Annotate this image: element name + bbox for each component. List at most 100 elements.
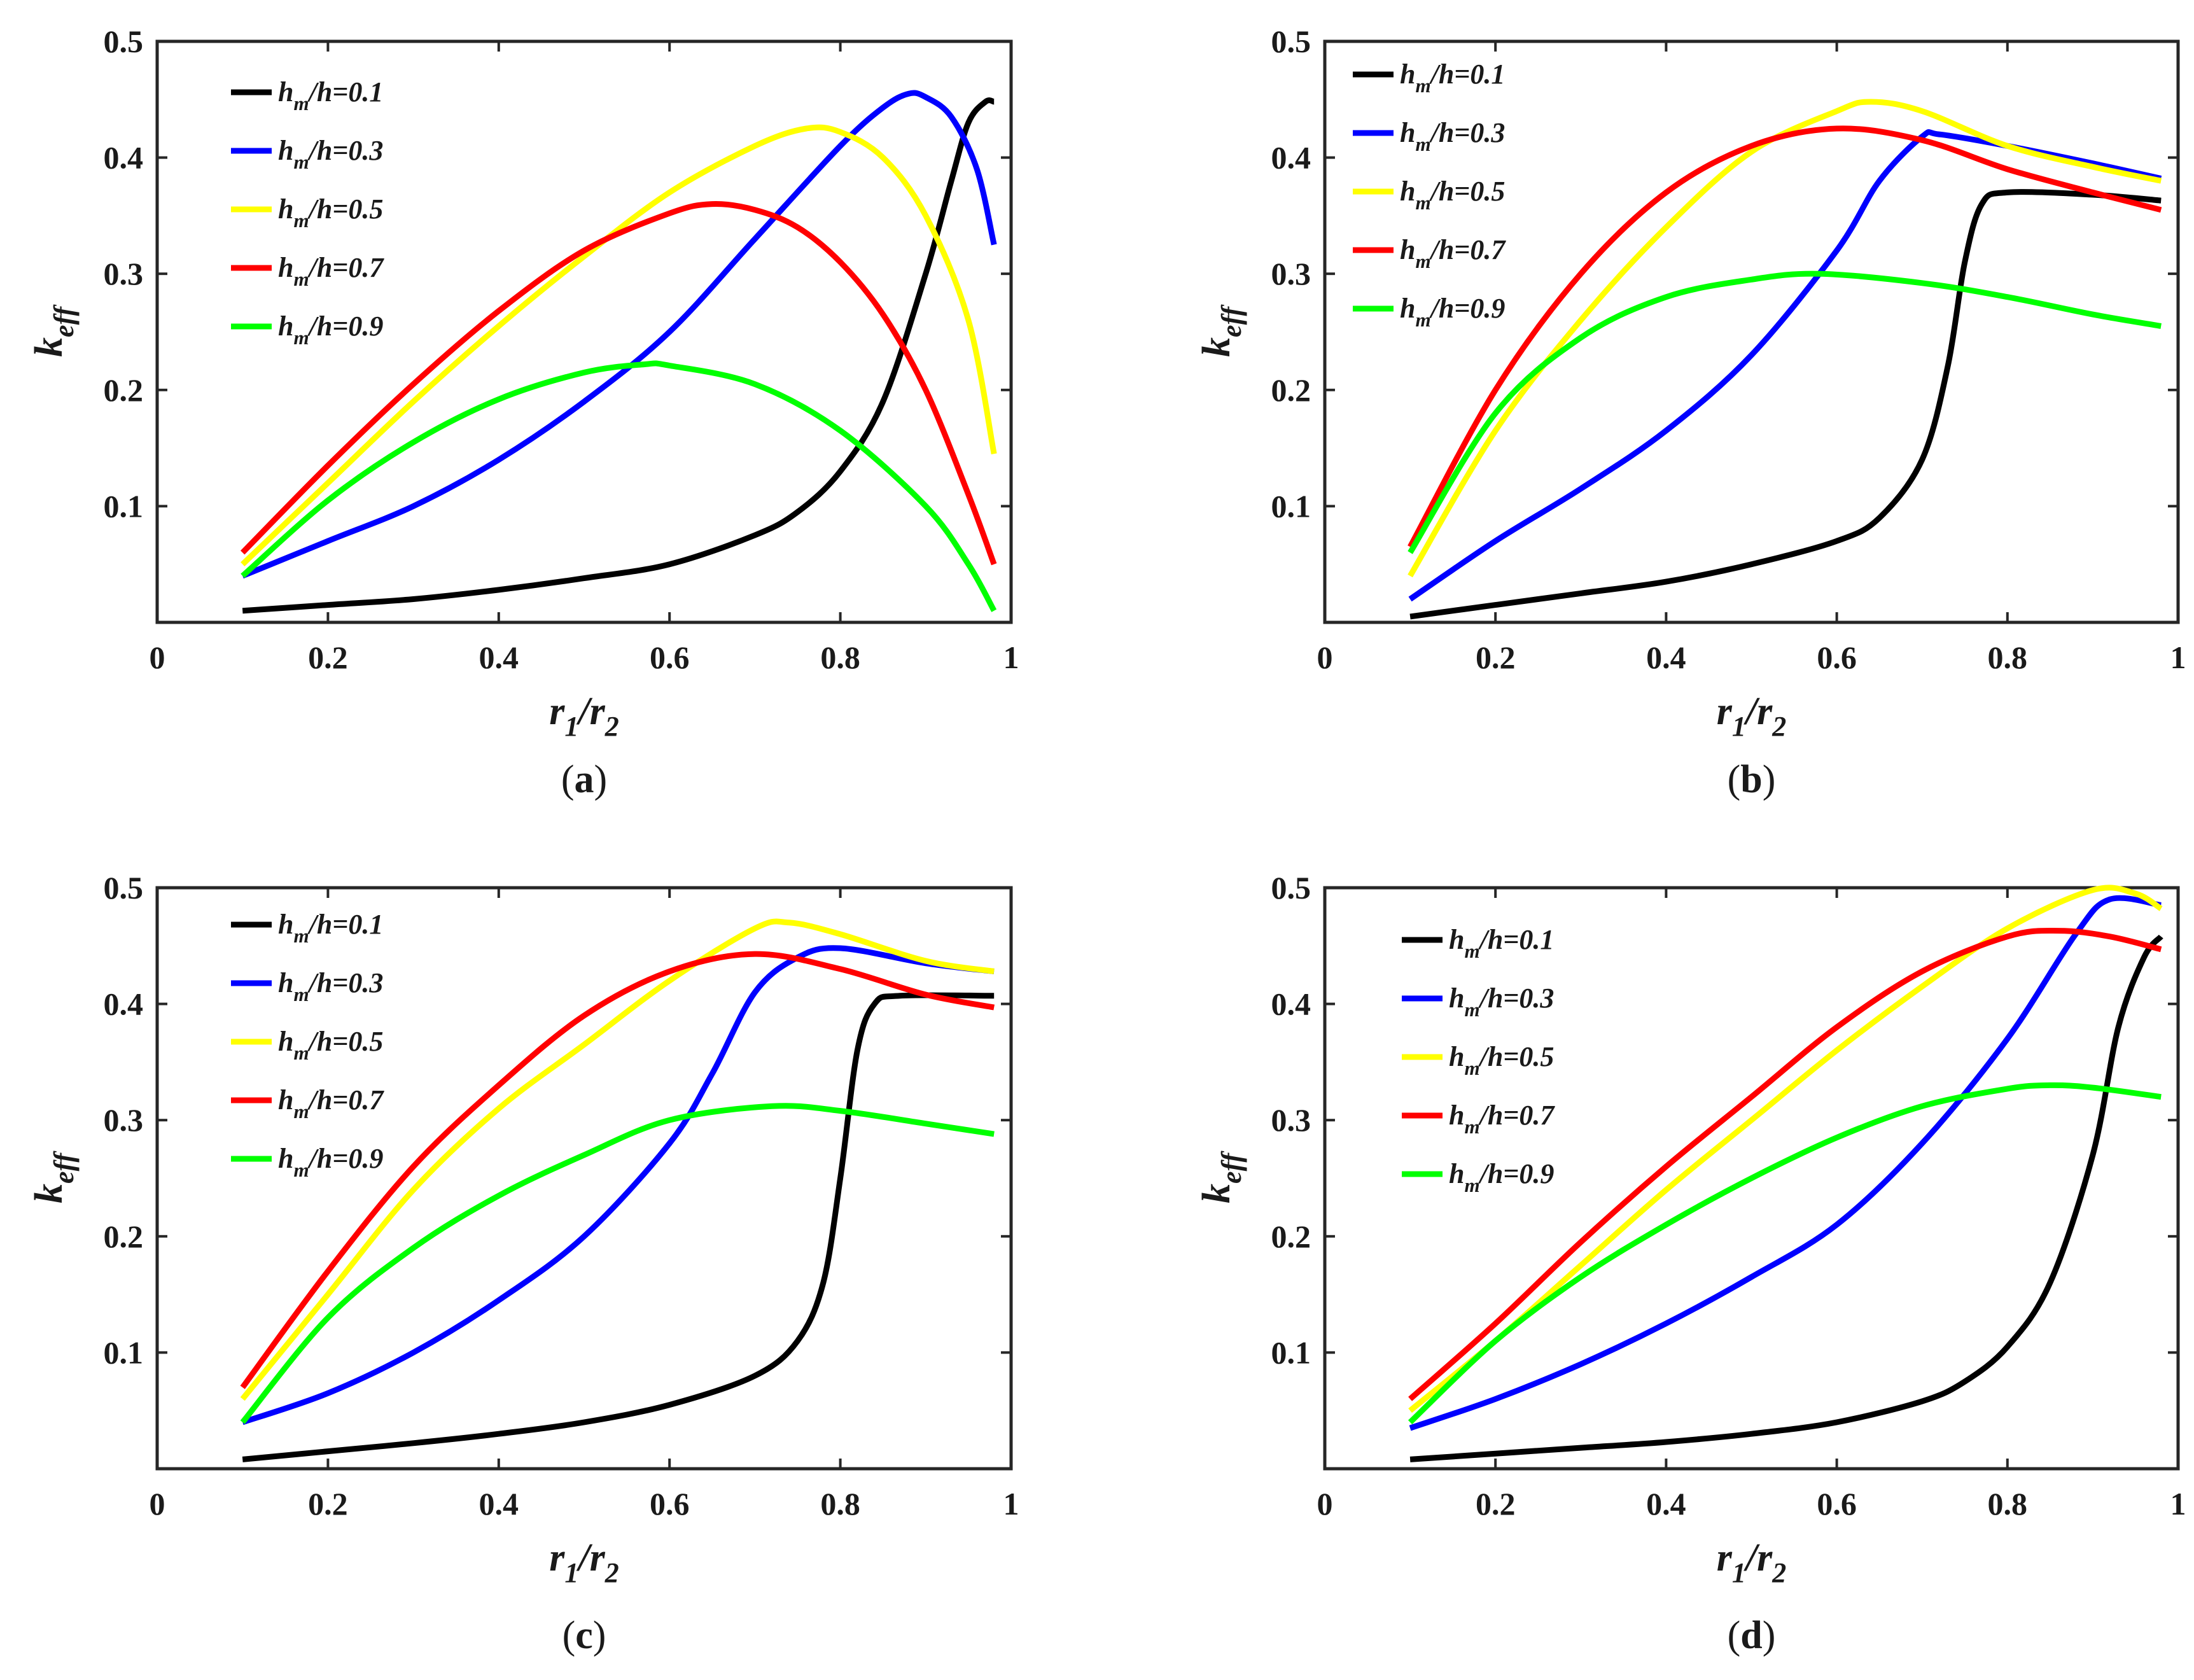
legend-label: hm/h=0.7 <box>278 252 384 290</box>
x-tick-label: 0.4 <box>479 640 519 675</box>
y-tick-label: 0.1 <box>104 1334 144 1370</box>
y-tick-label: 0.1 <box>104 488 144 524</box>
y-tick-label: 0.5 <box>1271 24 1311 59</box>
series-line-hmh0.1 <box>1409 189 2162 620</box>
x-tick-label: 0.2 <box>1476 1486 1516 1522</box>
legend-label: hm/h=0.7 <box>278 1084 384 1123</box>
panel-caption: (a) <box>561 758 607 801</box>
legend-label: hm/h=0.3 <box>278 967 383 1005</box>
panel-caption: (c) <box>562 1614 606 1657</box>
series-line-hmh0.3 <box>241 945 995 1425</box>
y-tick-label: 0.3 <box>1271 1102 1311 1138</box>
x-tick-label: 0.8 <box>820 640 860 675</box>
series-line-hmh0.1 <box>242 992 995 1462</box>
chart-panel-3: 0 0.2 0.4 0.6 0.8 1 0.1 0.2 0.3 0.4 0.5 hm/h=0.1 hm/… <box>27 870 1019 1657</box>
legend-label: hm/h=0.9 <box>1400 293 1505 331</box>
x-tick-label: 1 <box>1003 1486 1019 1522</box>
axes-frame <box>1323 39 2180 624</box>
legend-label: hm/h=0.5 <box>1449 1041 1554 1079</box>
y-tick-label: 0.2 <box>1271 372 1311 408</box>
series-line-hmh0.9 <box>1408 1082 2162 1425</box>
x-tick-label: 0.6 <box>1817 1486 1857 1522</box>
series-line-hmh0.7 <box>1408 125 2162 549</box>
axes-frame <box>155 39 1013 624</box>
legend-label: hm/h=0.1 <box>278 76 383 115</box>
x-tick-label: 0.2 <box>308 640 348 675</box>
axes-frame <box>1323 886 2180 1471</box>
axes-frame <box>155 886 1013 1471</box>
y-tick-label: 0.3 <box>1271 256 1311 291</box>
y-axis-label: keff <box>1195 1151 1247 1203</box>
x-axis-label: r1/r2 <box>1717 1536 1787 1588</box>
legend-label: hm/h=0.3 <box>278 135 383 173</box>
series-line-hmh0.1 <box>242 97 995 614</box>
y-tick-label: 0.4 <box>104 140 144 176</box>
series-line-hmh0.9 <box>240 1103 995 1424</box>
y-tick-label: 0.1 <box>1271 1334 1311 1370</box>
legend-label: hm/h=0.5 <box>278 1026 383 1064</box>
y-axis-label: keff <box>27 1151 80 1203</box>
x-tick-label: 0.2 <box>1476 640 1516 675</box>
x-tick-label: 0.8 <box>820 1486 860 1522</box>
x-tick-label: 0 <box>150 1486 165 1522</box>
x-tick-label: 0.4 <box>479 1486 519 1522</box>
legend-label: hm/h=0.9 <box>1449 1158 1554 1196</box>
y-axis-label: keff <box>1195 304 1247 357</box>
x-tick-label: 0.8 <box>1988 640 2028 675</box>
legend-label: hm/h=0.3 <box>1400 117 1505 155</box>
series-line-hmh0.5 <box>1408 885 2163 1413</box>
series-line-hmh0.7 <box>240 951 995 1389</box>
y-tick-label: 0.5 <box>1271 870 1311 906</box>
legend-label: hm/h=0.1 <box>1449 924 1554 962</box>
x-axis-label: r1/r2 <box>549 1536 619 1588</box>
series-line-hmh0.5 <box>1408 99 2162 578</box>
y-axis-label: keff <box>27 304 80 357</box>
y-tick-label: 0.3 <box>104 256 144 291</box>
panel-caption: (d) <box>1728 1614 1776 1657</box>
chart-panel-2: 0 0.2 0.4 0.6 0.8 1 0.1 0.2 0.3 0.4 0.5 hm/h=0.1 hm/… <box>1195 24 2186 801</box>
panel-caption: (b) <box>1728 758 1776 801</box>
y-tick-label: 0.4 <box>104 986 144 1022</box>
x-tick-label: 0 <box>1317 640 1333 675</box>
y-tick-label: 0.5 <box>104 24 144 59</box>
x-tick-label: 0.4 <box>1646 1486 1686 1522</box>
series-line-hmh0.7 <box>240 200 997 566</box>
chart-panel-1: 0 0.2 0.4 0.6 0.8 1 0.1 0.2 0.3 0.4 0.5 hm/h=0.1 hm/… <box>27 24 1019 801</box>
legend-label: hm/h=0.7 <box>1449 1100 1555 1138</box>
legend-label: hm/h=0.1 <box>278 909 383 947</box>
x-tick-label: 0.4 <box>1646 640 1686 675</box>
x-tick-label: 1 <box>2170 1486 2186 1522</box>
series-line-hmh0.3 <box>1408 129 2162 602</box>
x-axis-label: r1/r2 <box>549 690 619 742</box>
y-tick-label: 0.2 <box>1271 1219 1311 1254</box>
y-tick-label: 0.2 <box>104 1219 144 1254</box>
x-tick-label: 0 <box>1317 1486 1333 1522</box>
legend-label: hm/h=0.9 <box>278 311 383 349</box>
y-tick-label: 0.4 <box>1271 986 1311 1022</box>
legend-label: hm/h=0.3 <box>1449 983 1554 1021</box>
x-tick-label: 0.6 <box>650 640 690 675</box>
x-tick-label: 0.8 <box>1988 1486 2028 1522</box>
x-axis-label: r1/r2 <box>1717 690 1787 742</box>
series-line-hmh0.9 <box>1408 270 2162 554</box>
y-tick-label: 0.5 <box>104 870 144 906</box>
series-line-hmh0.3 <box>1409 895 2162 1431</box>
x-tick-label: 0.2 <box>308 1486 348 1522</box>
legend-label: hm/h=0.7 <box>1400 234 1506 272</box>
x-tick-label: 0.6 <box>650 1486 690 1522</box>
x-tick-label: 0 <box>150 640 165 675</box>
legend-label: hm/h=0.5 <box>1400 176 1505 214</box>
legend-label: hm/h=0.5 <box>278 193 383 232</box>
chart-panel-4: 0 0.2 0.4 0.6 0.8 1 0.1 0.2 0.3 0.4 0.5 hm/h=0.1 hm/… <box>1195 870 2186 1657</box>
x-tick-label: 1 <box>1003 640 1019 675</box>
x-tick-label: 0.6 <box>1817 640 1857 675</box>
series-line-hmh0.1 <box>1409 934 2163 1462</box>
series-line-hmh0.5 <box>241 124 997 566</box>
legend-label: hm/h=0.1 <box>1400 59 1505 97</box>
series-line-hmh0.7 <box>1408 928 2162 1401</box>
y-tick-label: 0.2 <box>104 372 144 408</box>
series-line-hmh0.9 <box>241 360 997 612</box>
legend-label: hm/h=0.9 <box>278 1143 383 1181</box>
series-line-hmh0.3 <box>241 90 997 579</box>
